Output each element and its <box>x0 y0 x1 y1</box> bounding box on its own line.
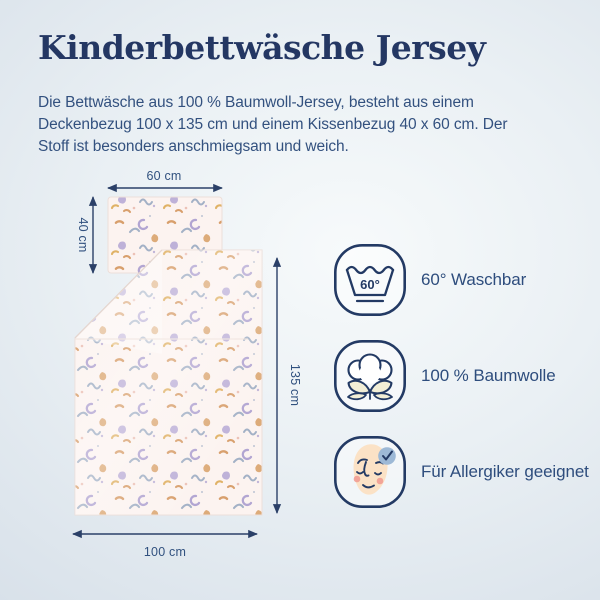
cotton-icon <box>333 339 407 413</box>
bedding-dimension-diagram: 60 cm 40 cm 135 cm 100 cm <box>72 169 302 559</box>
feature-allergy: Für Allergiker geeignet <box>333 435 589 509</box>
wash-tub: 60° <box>345 265 395 303</box>
feature-washable: 60° 60° Waschbar <box>333 243 526 317</box>
pillow-height-label: 40 cm <box>76 217 90 252</box>
dimension-duvet-width: 100 cm <box>72 529 258 559</box>
feature-cotton: 100 % Baumwolle <box>333 339 556 413</box>
check-badge <box>378 447 396 465</box>
allergy-check-icon <box>333 435 407 509</box>
duvet-width-label: 100 cm <box>144 545 186 559</box>
pillow-width-label: 60 cm <box>146 169 181 183</box>
wash-60-icon: 60° <box>333 243 407 317</box>
dimension-pillow-width: 60 cm <box>107 169 223 193</box>
feature-cotton-label: 100 % Baumwolle <box>421 366 556 385</box>
wash-temperature-text: 60° <box>360 277 380 292</box>
feature-washable-label: 60° Waschbar <box>421 270 527 289</box>
dimension-duvet-height: 135 cm <box>272 257 302 514</box>
duvet-shape <box>74 249 263 516</box>
duvet-height-label: 135 cm <box>288 364 302 406</box>
page-title: Kinderbettwäsche Jersey <box>38 28 486 67</box>
feature-allergy-label: Für Allergiker geeignet <box>421 462 589 481</box>
cotton-boll <box>347 353 393 401</box>
product-description: Die Bettwäsche aus 100 % Baumwoll-Jersey… <box>38 94 508 155</box>
dimension-pillow-height: 40 cm <box>76 196 98 274</box>
